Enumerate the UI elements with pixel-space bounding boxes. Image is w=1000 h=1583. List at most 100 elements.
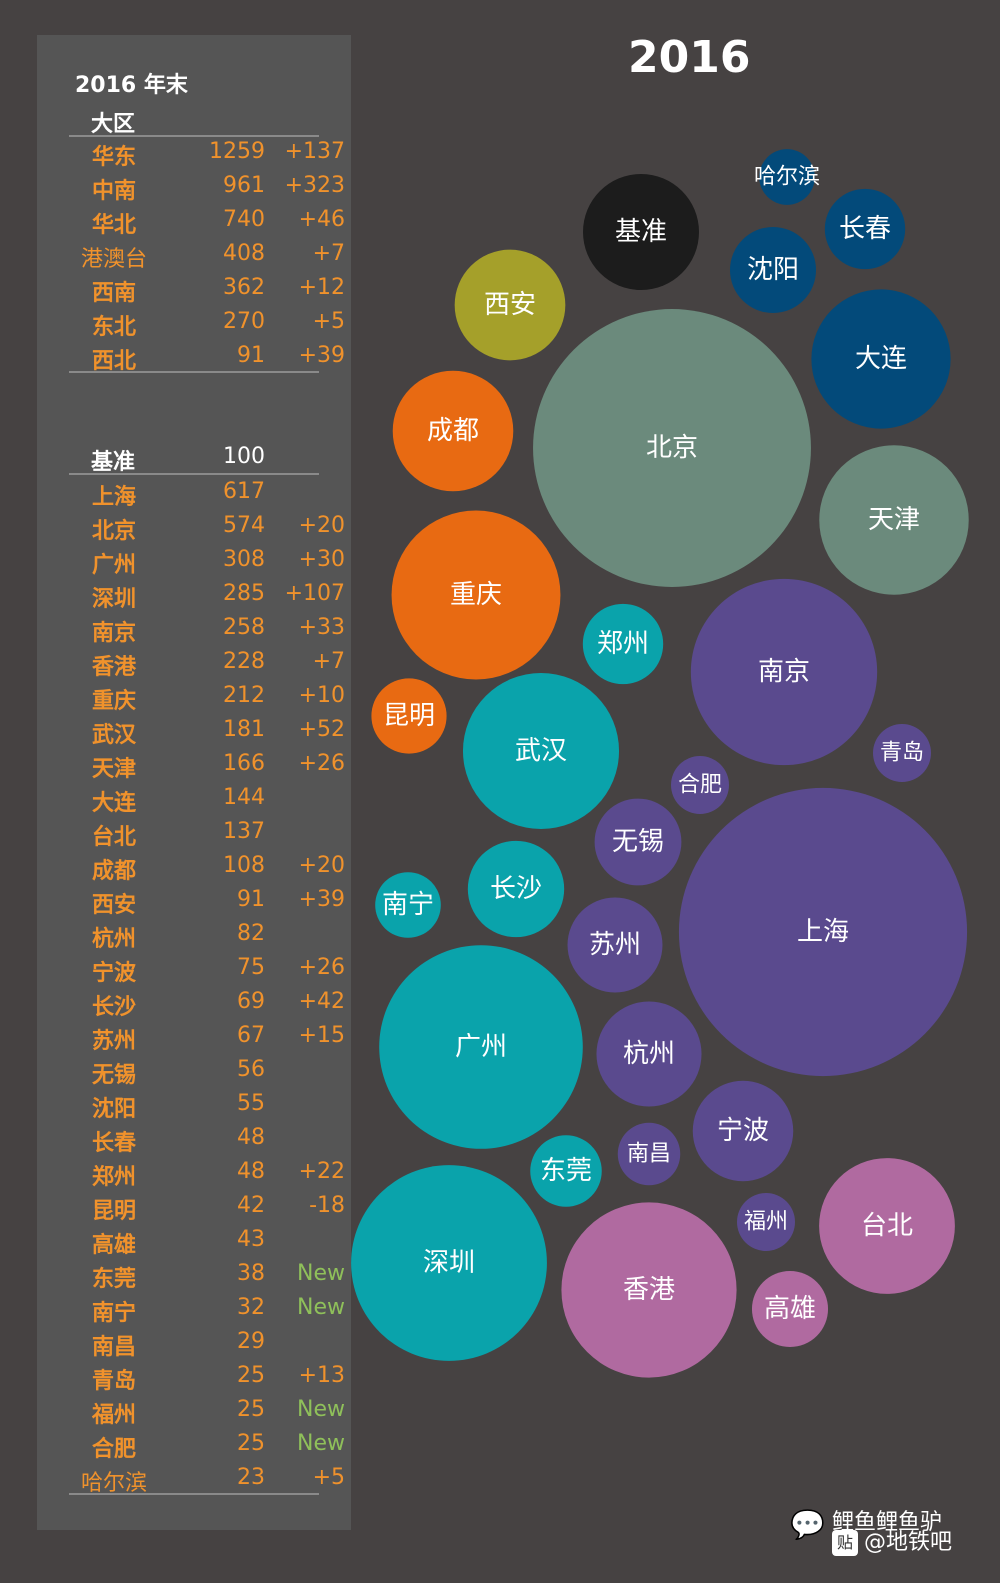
bubble-label: 香港 — [623, 1275, 675, 1305]
row-value: 75 — [237, 955, 265, 980]
row-change: +26 — [298, 751, 345, 776]
row-change: +39 — [298, 887, 345, 912]
row-change: New — [297, 1397, 345, 1422]
bubble-label: 台北 — [861, 1211, 913, 1241]
bubble-label: 西安 — [484, 290, 536, 320]
row-name: 无锡 — [91, 1063, 136, 1088]
row-change: +7 — [312, 241, 345, 266]
bubble-台北: 台北 — [819, 1158, 955, 1294]
baseline-label: 基准 — [91, 450, 136, 475]
row-value: 48 — [237, 1125, 265, 1150]
row-value: 25 — [237, 1363, 265, 1388]
row-name: 成都 — [91, 859, 136, 884]
tieba-icon: 贴 — [832, 1530, 858, 1556]
bubble-广州: 广州 — [379, 945, 583, 1149]
row-name: 郑州 — [91, 1165, 136, 1190]
row-change: New — [297, 1261, 345, 1286]
bubble-circle — [391, 510, 561, 680]
row-name: 港澳台 — [80, 247, 147, 272]
table-row: 大连 144 — [69, 781, 319, 816]
bubble-label: 北京 — [646, 433, 698, 463]
bubble-东莞: 东莞 — [530, 1135, 602, 1207]
bubble-label: 武汉 — [515, 736, 567, 766]
region-divider — [69, 371, 319, 373]
bubble-circle — [392, 370, 514, 492]
table-row: 南京 258 +33 — [69, 611, 345, 646]
table-row: 台北 137 — [69, 815, 319, 850]
bubble-label: 福州 — [744, 1210, 788, 1235]
bubble-circle — [594, 798, 682, 886]
row-name: 宁波 — [91, 961, 136, 986]
row-change: +137 — [284, 139, 345, 164]
bubble-circle — [462, 672, 620, 830]
bubble-合肥: 合肥 — [671, 756, 729, 814]
bubble-沈阳: 沈阳 — [729, 226, 817, 314]
table-row: 高雄 43 — [69, 1223, 319, 1258]
panel-title: 2016 年末 — [75, 73, 188, 98]
row-name: 长春 — [91, 1131, 136, 1156]
bubble-高雄: 高雄 — [751, 1270, 829, 1348]
row-name: 杭州 — [91, 927, 136, 952]
row-change: +39 — [298, 343, 345, 368]
row-name: 重庆 — [91, 689, 136, 714]
bubble-circle — [690, 578, 878, 766]
bubble-宁波: 宁波 — [692, 1080, 794, 1182]
bubble-label: 无锡 — [612, 827, 664, 857]
bubble-circle — [671, 756, 729, 814]
row-value: 42 — [237, 1193, 265, 1218]
bubble-深圳: 深圳 — [351, 1165, 547, 1361]
row-change: +12 — [298, 275, 345, 300]
row-value: 258 — [223, 615, 265, 640]
table-row: 苏州 67 +15 — [69, 1019, 345, 1054]
row-value: 25 — [237, 1431, 265, 1456]
row-name: 东莞 — [91, 1267, 136, 1292]
row-value: 69 — [237, 989, 265, 1014]
row-name: 中南 — [91, 179, 136, 204]
row-name: 昆明 — [91, 1199, 136, 1224]
bubble-circle — [759, 149, 815, 205]
bubble-circle — [467, 840, 565, 938]
bubble-label: 深圳 — [423, 1248, 475, 1278]
watermark-source: @地铁吧 — [864, 1530, 953, 1555]
row-value: 137 — [223, 819, 265, 844]
bubble-武汉: 武汉 — [462, 672, 620, 830]
table-row: 北京 574 +20 — [69, 509, 345, 544]
row-value: 166 — [223, 751, 265, 776]
table-row: 昆明 42 -18 — [69, 1189, 345, 1224]
row-name: 西南 — [91, 281, 136, 306]
city-divider — [69, 1493, 319, 1495]
table-row: 上海 617 — [69, 475, 319, 510]
baseline-header: 基准 100 — [69, 441, 319, 475]
row-change: +5 — [312, 309, 345, 334]
bubble-label: 宁波 — [717, 1116, 769, 1146]
row-value: 574 — [223, 513, 265, 538]
bubble-label: 长春 — [839, 214, 891, 244]
bubble-circle — [454, 249, 566, 361]
bubble-基准: 基准 — [583, 174, 699, 290]
bubble-label: 郑州 — [597, 629, 649, 659]
row-name: 西北 — [91, 349, 136, 374]
table-row: 合肥 25 New — [69, 1427, 345, 1462]
row-change: +42 — [298, 989, 345, 1014]
row-change: +52 — [298, 717, 345, 742]
row-value: 82 — [237, 921, 265, 946]
row-value: 108 — [223, 853, 265, 878]
row-value: 308 — [223, 547, 265, 572]
row-value: 43 — [237, 1227, 265, 1252]
row-value: 740 — [223, 207, 265, 232]
bubble-label: 成都 — [427, 416, 479, 446]
bubble-label: 长沙 — [490, 874, 542, 904]
row-change: +22 — [298, 1159, 345, 1184]
row-change: +13 — [298, 1363, 345, 1388]
bubble-无锡: 无锡 — [594, 798, 682, 886]
table-row: 宁波 75 +26 — [69, 951, 345, 986]
row-name: 沈阳 — [91, 1097, 136, 1122]
row-name: 合肥 — [91, 1437, 136, 1462]
row-name: 香港 — [91, 655, 136, 680]
row-value: 23 — [237, 1465, 265, 1490]
row-value: 961 — [223, 173, 265, 198]
table-row: 天津 166 +26 — [69, 747, 345, 782]
table-row: 中南 961 +323 — [69, 169, 345, 204]
row-name: 上海 — [91, 485, 136, 510]
bubble-circle — [375, 872, 441, 938]
